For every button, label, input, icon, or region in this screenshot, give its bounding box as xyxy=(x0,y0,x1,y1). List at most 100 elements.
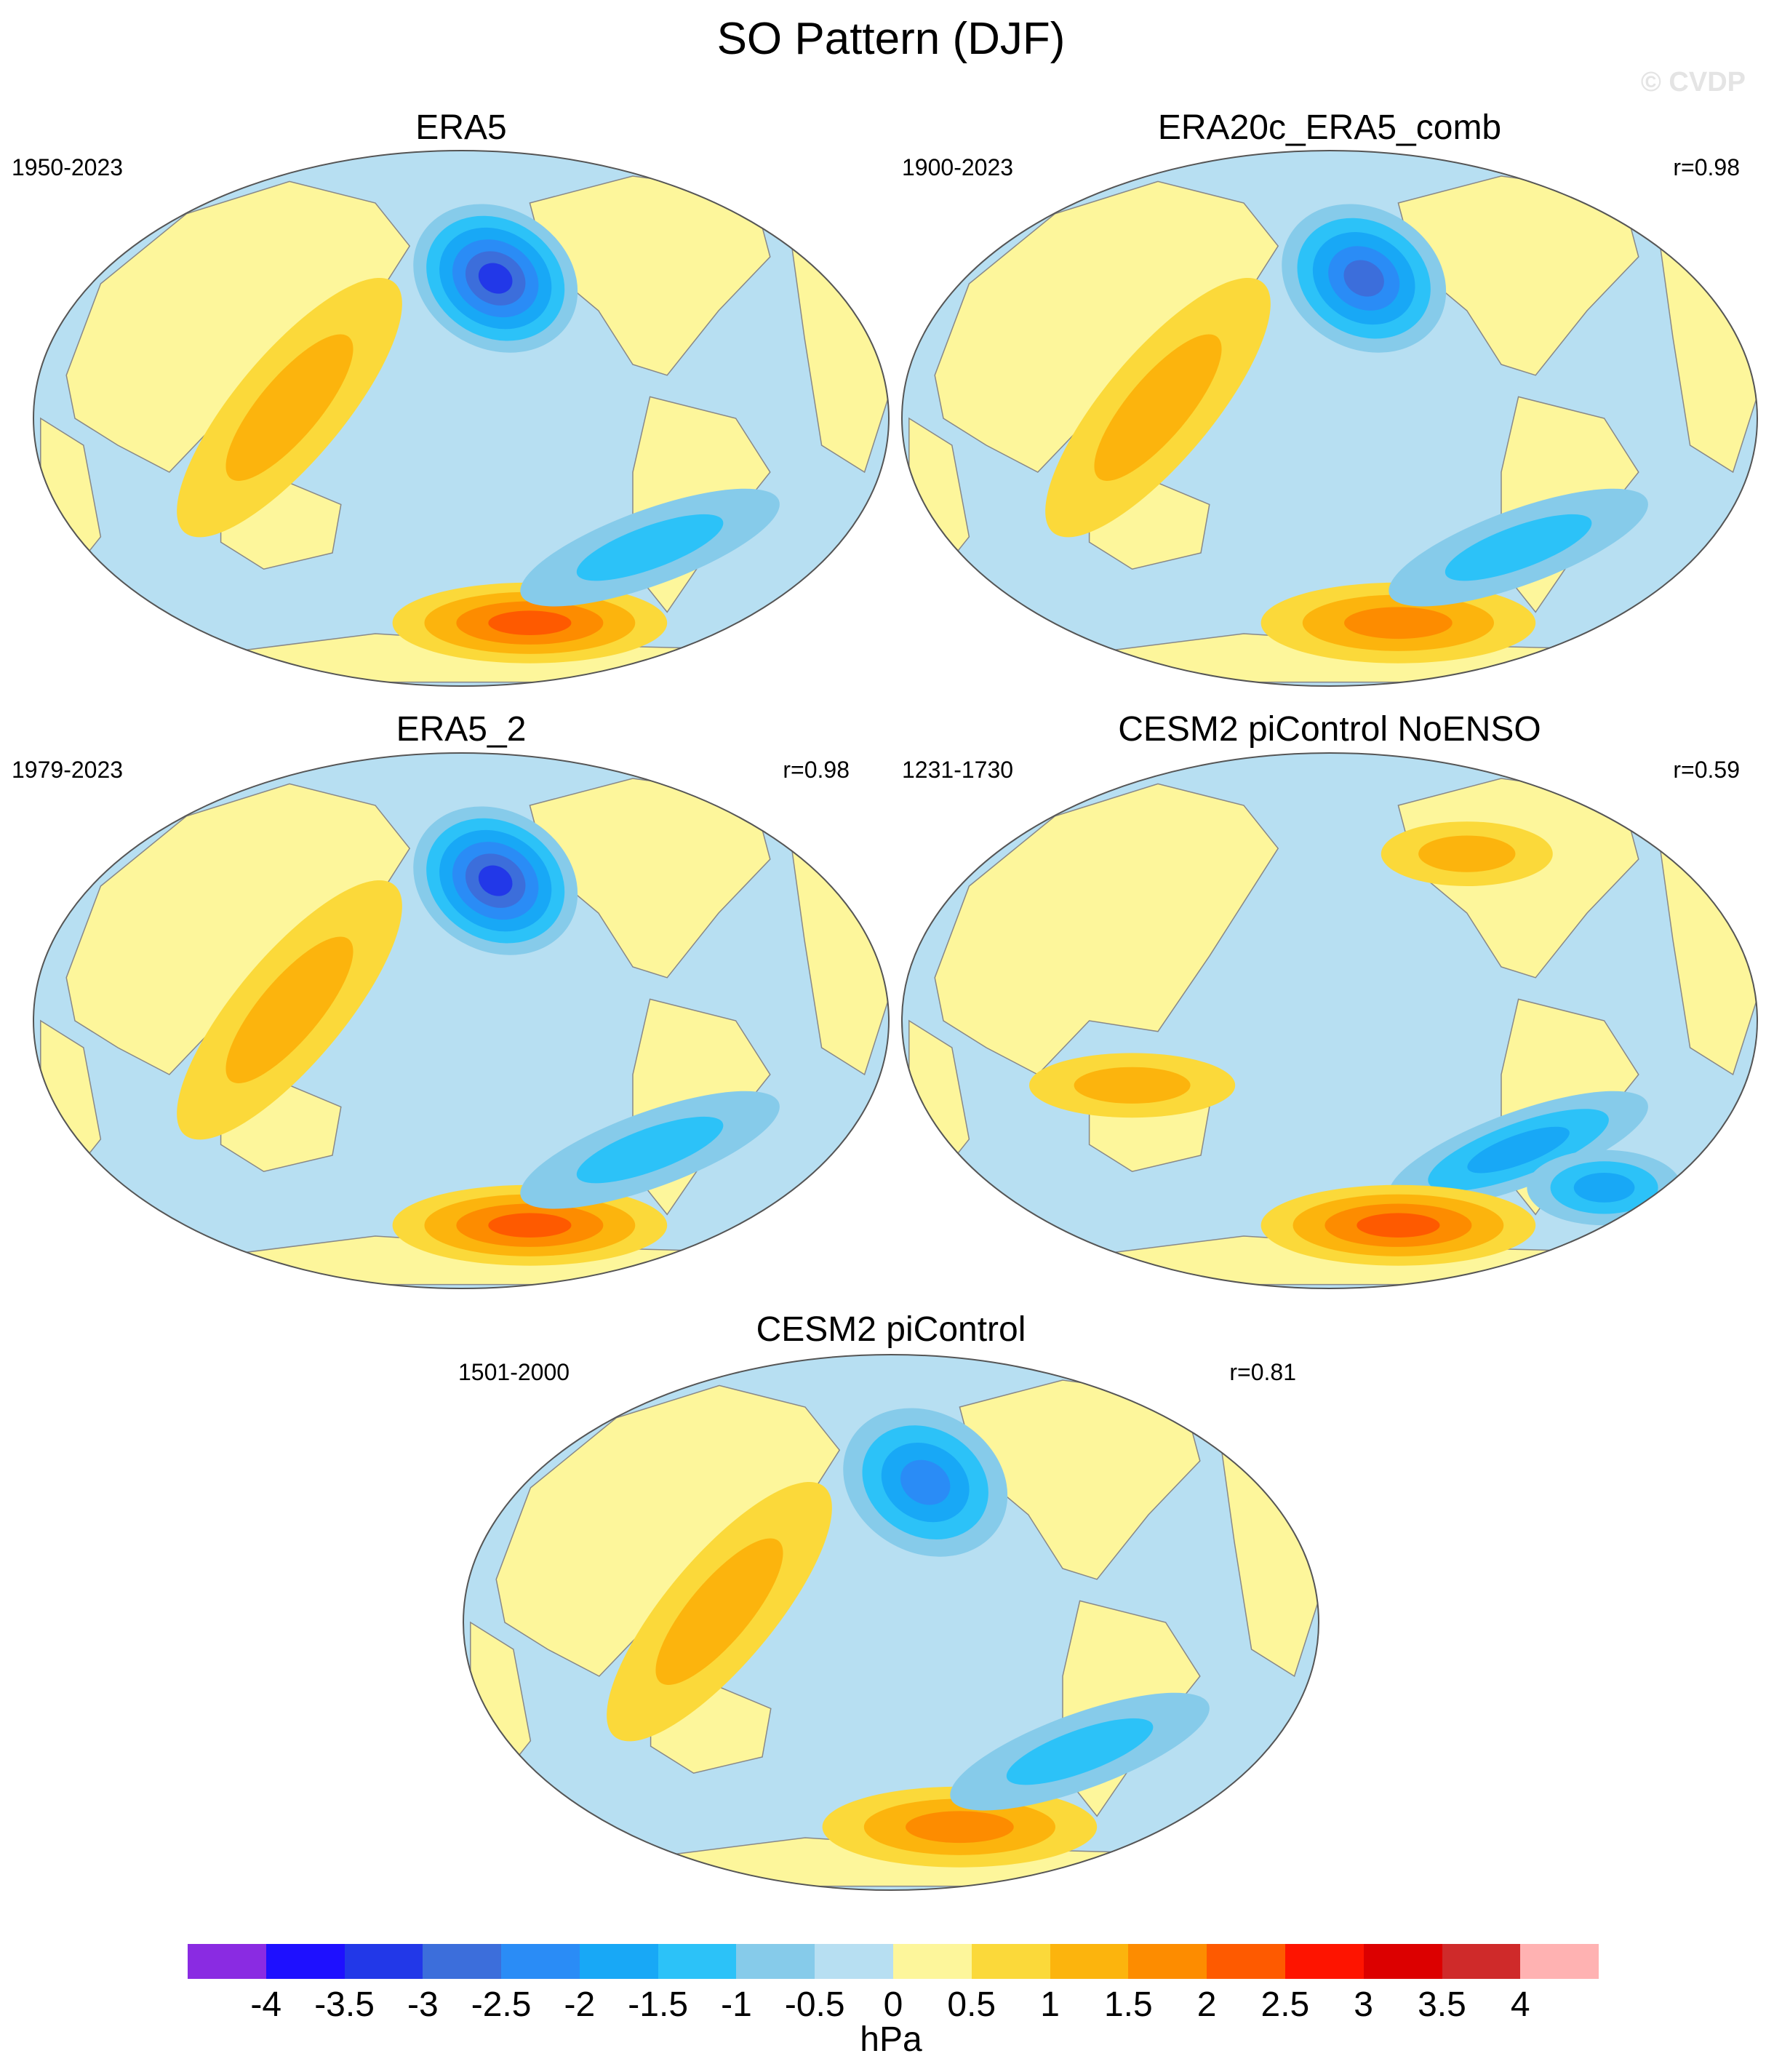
map-cesm2-noenso xyxy=(901,752,1758,1289)
colorbar-swatch xyxy=(1128,1944,1207,1979)
correlation-cesm2-noenso: r=0.59 xyxy=(1673,757,1740,783)
period-era5-2: 1979-2023 xyxy=(12,757,124,783)
colorbar-tick-label: -2.5 xyxy=(471,1985,532,2024)
colorbar-swatch xyxy=(1442,1944,1521,1979)
figure-title: SO Pattern (DJF) xyxy=(716,14,1066,64)
contour-north-pacific-level-m3 xyxy=(478,263,513,294)
colorbar-tick-label: -3 xyxy=(407,1985,439,2024)
colorbar-swatch xyxy=(501,1944,580,1979)
colorbar-tick-label: -2 xyxy=(564,1985,596,2024)
map-border xyxy=(33,150,890,687)
anomaly-high-asia-australia xyxy=(1045,277,1271,538)
colorbar-swatch xyxy=(658,1944,737,1979)
anomaly-high-asia-australia xyxy=(177,880,402,1140)
colorbar-swatch xyxy=(736,1944,815,1979)
colorbar-tick-label: -4 xyxy=(250,1985,282,2024)
watermark: © CVDP xyxy=(1640,67,1746,97)
anomaly-high-asia-australia xyxy=(177,277,402,538)
correlation-era20c: r=0.98 xyxy=(1673,154,1740,180)
contour-south-pacific-level-m1 xyxy=(576,514,724,581)
contour-asia-australia-level-1 xyxy=(225,334,353,481)
colorbar-tick-label: 1.5 xyxy=(1103,1985,1153,2024)
panel-title-cesm2-noenso: CESM2 piControl NoENSO xyxy=(1118,710,1541,749)
contour-asia-australia-level-1 xyxy=(225,936,353,1083)
colorbar-tick-label: 1 xyxy=(1040,1985,1060,2024)
period-cesm2: 1501-2000 xyxy=(458,1359,570,1385)
anomaly-low-north-pacific xyxy=(1282,204,1447,353)
colorbar-swatch xyxy=(423,1944,502,1979)
correlation-cesm2: r=0.81 xyxy=(1229,1359,1296,1385)
colorbar-tick-label: -0.5 xyxy=(784,1985,845,2024)
colorbar-tick-label: 4 xyxy=(1510,1985,1530,2024)
contour-asia-australia-level-1 xyxy=(655,1538,783,1685)
anomaly-high-southern-ocean xyxy=(392,1184,668,1266)
anomaly-low-south-pacific xyxy=(1389,1091,1648,1209)
panel-title-era5: ERA5 xyxy=(415,108,507,147)
panel-title-era20c: ERA20c_ERA5_comb xyxy=(1157,108,1502,147)
anomaly-low-south-pacific xyxy=(520,1091,780,1209)
colorbar-swatch xyxy=(971,1944,1050,1979)
colorbar-tick-label: 3 xyxy=(1354,1985,1374,2024)
panel-title-cesm2: CESM2 piControl xyxy=(756,1310,1026,1349)
map-era20c xyxy=(901,150,1758,687)
period-era5: 1950-2023 xyxy=(12,154,124,180)
contour-southern-ocean-level-2 xyxy=(1357,1213,1440,1238)
map-era5 xyxy=(33,150,890,687)
map-cesm2 xyxy=(463,1354,1319,1891)
contour-north-america-level-1 xyxy=(1418,835,1516,872)
colorbar-swatch xyxy=(1284,1944,1364,1979)
contour-south-pacific-level-m1 xyxy=(576,1116,724,1184)
colorbar-tick-label: 2 xyxy=(1196,1985,1217,2024)
anomaly-high-north-america xyxy=(1381,821,1553,886)
contour-southern-ocean-level-2 xyxy=(488,1213,572,1238)
colorbar-tick-label: 3.5 xyxy=(1418,1985,1466,2024)
anomaly-high-australia xyxy=(1029,1053,1236,1118)
colorbar-tick-label: 0 xyxy=(883,1985,903,2024)
anomaly-low-south-pacific xyxy=(520,488,780,607)
contour-australia-level-1 xyxy=(1074,1067,1191,1104)
colorbar-tick-label: 2.5 xyxy=(1260,1985,1310,2024)
eurasia-land xyxy=(934,783,1279,1075)
map-border xyxy=(901,752,1758,1289)
contour-south-pacific-level-m1 xyxy=(1006,1718,1154,1785)
map-border xyxy=(901,150,1758,687)
colorbar-swatch xyxy=(188,1944,266,1979)
contour-north-pacific-level-m2 xyxy=(900,1459,951,1505)
anomaly-high-southern-ocean xyxy=(1260,1184,1536,1266)
anomaly-high-southern-ocean xyxy=(1260,582,1536,664)
colorbar-tick-label: -1 xyxy=(721,1985,752,2024)
period-era20c: 1900-2023 xyxy=(902,154,1014,180)
contour-south-atlantic-level-m1p5 xyxy=(1573,1172,1635,1203)
panel-title-era5-2: ERA5_2 xyxy=(396,710,527,749)
map-border xyxy=(463,1354,1319,1891)
anomaly-high-southern-ocean xyxy=(822,1786,1098,1868)
colorbar-swatch xyxy=(1520,1944,1599,1979)
colorbar-swatch xyxy=(265,1944,345,1979)
anomaly-high-southern-ocean xyxy=(392,582,668,664)
contour-asia-australia-level-1 xyxy=(1094,334,1222,481)
anomaly-low-north-pacific xyxy=(413,204,578,353)
colorbar-tick-label: 0.5 xyxy=(947,1985,996,2024)
colorbar-swatch xyxy=(893,1944,972,1979)
contour-north-pacific-level-m2p5 xyxy=(1343,260,1384,297)
anomaly-low-south-pacific xyxy=(1389,488,1648,607)
anomaly-high-asia-australia xyxy=(607,1481,832,1742)
colorbar-swatch xyxy=(1050,1944,1129,1979)
contour-southern-ocean-level-1p5 xyxy=(1344,607,1453,639)
correlation-era5-2: r=0.98 xyxy=(783,757,850,783)
anomaly-low-north-pacific xyxy=(843,1408,1008,1557)
colorbar xyxy=(188,1944,1599,1979)
period-cesm2-noenso: 1231-1730 xyxy=(902,757,1014,783)
colorbar-unit: hPa xyxy=(860,2020,922,2059)
colorbar-swatch xyxy=(344,1944,423,1979)
anomaly-low-north-pacific xyxy=(413,806,578,955)
anomaly-low-south-atlantic xyxy=(1527,1149,1682,1226)
anomaly-low-south-pacific xyxy=(950,1692,1210,1811)
contour-north-pacific-level-m3 xyxy=(478,865,513,896)
colorbar-swatch xyxy=(579,1944,658,1979)
colorbar-tick-label: -1.5 xyxy=(628,1985,689,2024)
colorbar-swatch xyxy=(1207,1944,1285,1979)
contour-southern-ocean-level-1p5 xyxy=(906,1811,1014,1844)
contour-south-pacific-level-m1 xyxy=(1445,514,1592,581)
map-era5-2 xyxy=(33,752,890,1289)
